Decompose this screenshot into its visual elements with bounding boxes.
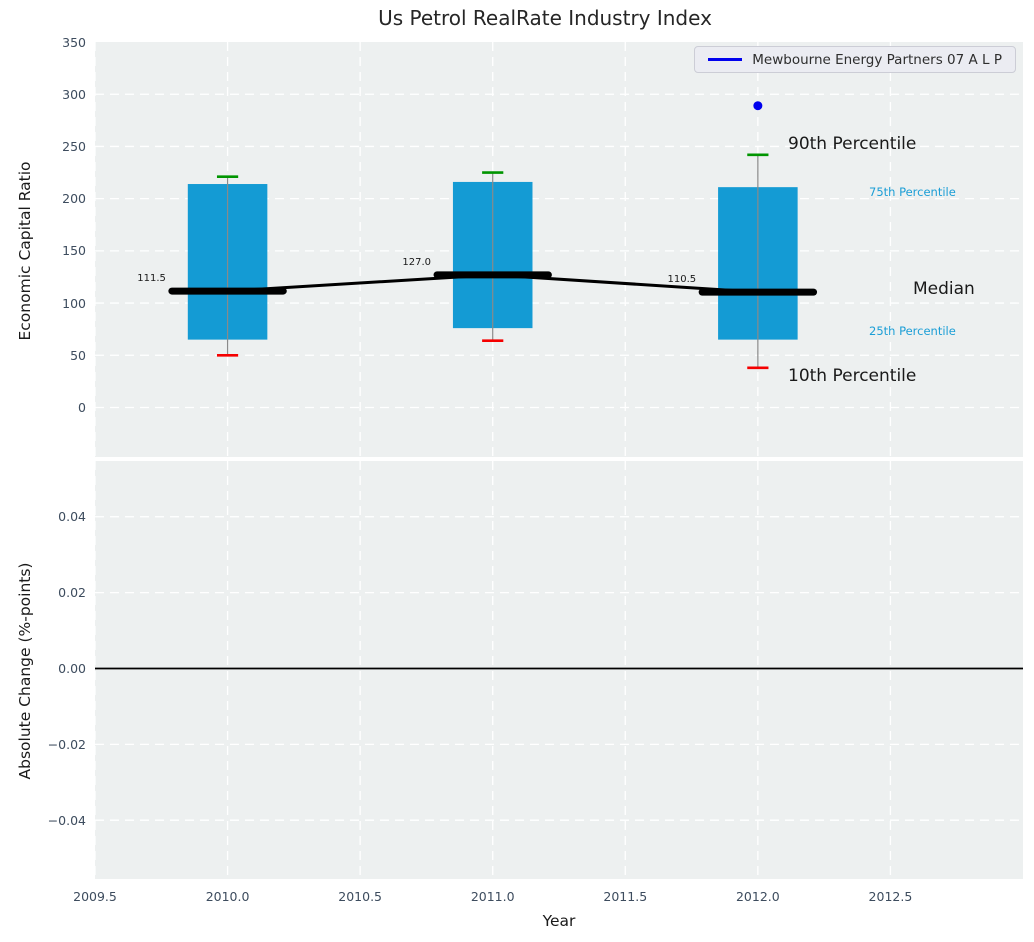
top-plot-area bbox=[95, 42, 1023, 457]
top-y-tick-label: 100 bbox=[62, 295, 86, 311]
top-y-axis-label: Economic Capital Ratio bbox=[16, 161, 34, 341]
x-axis-label: Year bbox=[542, 912, 576, 930]
bottom-y-tick-label: −0.02 bbox=[47, 736, 86, 752]
median-value-label: 110.5 bbox=[667, 274, 697, 286]
bottom-y-tick-label: 0.00 bbox=[58, 660, 86, 676]
x-tick-label: 2011.0 bbox=[470, 889, 515, 904]
top-y-tick-label: 0 bbox=[78, 400, 86, 415]
bottom-y-axis-label: Absolute Change (%-points) bbox=[16, 562, 34, 780]
x-tick-label: 2009.5 bbox=[73, 889, 117, 904]
x-tick-label: 2011.5 bbox=[603, 889, 648, 904]
top-y-tick-label: 200 bbox=[62, 191, 86, 207]
x-tick-label: 2010.0 bbox=[205, 889, 250, 904]
top-y-tick-label: 50 bbox=[70, 347, 86, 363]
median-value-label: 111.5 bbox=[137, 273, 166, 285]
annotation-75th-percentile: 75th Percentile bbox=[869, 185, 956, 199]
legend-series-label: Mewbourne Energy Partners 07 A L P bbox=[752, 51, 1002, 68]
median-value-label: 127.0 bbox=[402, 256, 432, 268]
annotation-25th-percentile: 25th Percentile bbox=[869, 324, 956, 338]
top-y-tick-label: 150 bbox=[62, 243, 86, 259]
chart-title: Us Petrol RealRate Industry Index bbox=[378, 6, 712, 30]
series-line-icon bbox=[708, 58, 743, 61]
top-y-tick-label: 250 bbox=[62, 138, 86, 154]
bottom-y-tick-label: −0.04 bbox=[47, 812, 86, 828]
annotation-median: Median bbox=[913, 279, 975, 299]
top-y-tick-label: 300 bbox=[62, 86, 86, 102]
bottom-plot-area bbox=[95, 461, 1023, 879]
top-y-tick-label: 350 bbox=[62, 34, 86, 50]
annotation-90th-percentile: 90th Percentile bbox=[788, 134, 917, 154]
bottom-y-tick-label: 0.04 bbox=[58, 509, 86, 525]
x-tick-label: 2012.0 bbox=[735, 889, 780, 904]
x-tick-label: 2010.5 bbox=[338, 889, 383, 904]
x-tick-label: 2012.5 bbox=[868, 889, 913, 904]
annotation-10th-percentile: 10th Percentile bbox=[788, 366, 917, 386]
legend: Mewbourne Energy Partners 07 A L P bbox=[694, 46, 1016, 73]
bottom-y-tick-label: 0.02 bbox=[58, 585, 86, 601]
